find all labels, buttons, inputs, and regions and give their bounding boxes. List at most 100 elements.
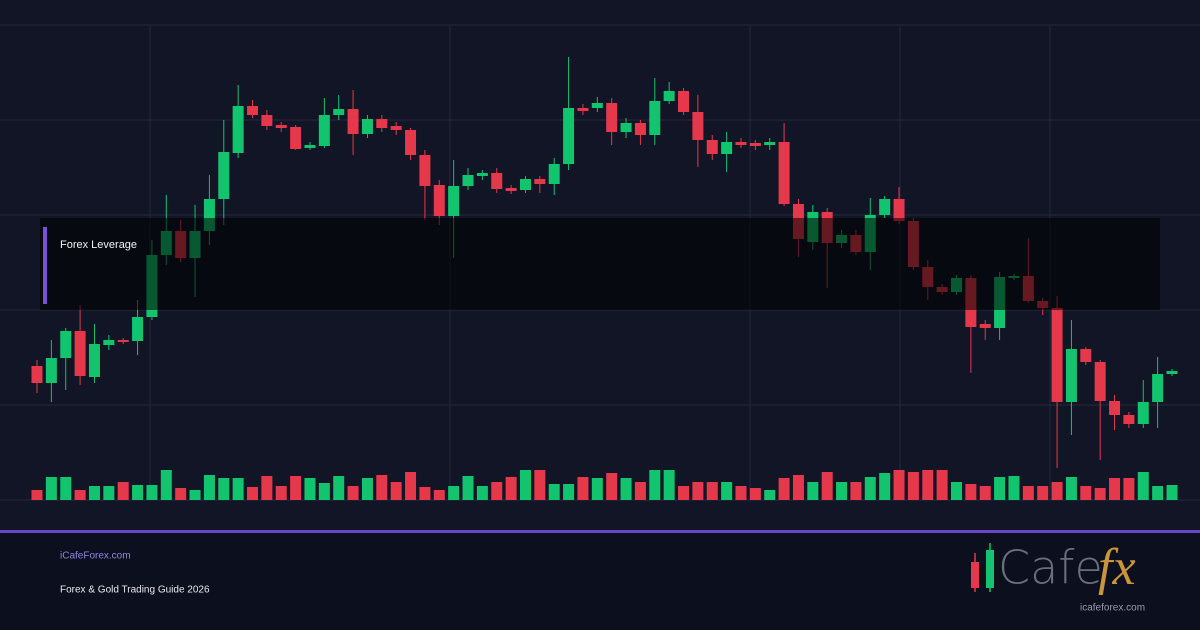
candle-body: [591, 103, 603, 108]
candle-body: [620, 123, 632, 132]
candle-body: [232, 106, 244, 153]
candle-body: [333, 109, 345, 115]
volume-bar: [649, 470, 661, 500]
volume-bar: [1109, 478, 1121, 500]
candle-body: [893, 199, 905, 221]
volume-bar: [405, 472, 417, 500]
volume-bar: [1166, 485, 1178, 500]
volume-bar: [361, 478, 373, 500]
volume-bar: [792, 475, 804, 500]
volume-bar: [879, 473, 891, 500]
volume-bar: [1008, 476, 1020, 500]
candle-body: [405, 130, 417, 155]
candle-body: [577, 108, 589, 111]
volume-bar: [836, 482, 848, 500]
volume-bar: [203, 475, 215, 500]
candle-body: [261, 115, 273, 126]
candle-body: [376, 119, 388, 128]
volume-bar: [491, 482, 503, 500]
volume-bar: [232, 478, 244, 500]
candle-body: [390, 126, 402, 130]
volume-bar: [577, 477, 589, 500]
volume-bar: [864, 477, 876, 500]
volume-bar: [304, 478, 316, 500]
volume-bar: [807, 482, 819, 500]
volume-bar: [347, 486, 359, 500]
volume-bar: [907, 472, 919, 500]
logo-url: icafeforex.com: [1080, 603, 1145, 614]
candle-body: [419, 155, 431, 186]
candle-body: [979, 324, 991, 328]
volume-bar: [74, 490, 86, 500]
annotation-accent: [43, 227, 47, 304]
candle-body: [663, 91, 675, 101]
volume-bar: [448, 486, 460, 500]
candle-body: [1094, 362, 1106, 401]
candle-body: [1109, 401, 1121, 415]
logo-icon: [986, 550, 994, 588]
candle-body: [45, 358, 57, 383]
annotation: Forex Leverage: [60, 239, 137, 251]
candle-body: [1166, 371, 1178, 374]
candle-body: [879, 199, 891, 215]
logo-text: Cafe: [998, 541, 1103, 595]
volume-bar: [1051, 482, 1063, 500]
volume-bar: [534, 470, 546, 500]
volume-bar: [936, 470, 948, 500]
candle-body: [31, 366, 43, 383]
candle-body: [74, 331, 86, 376]
candle-body: [735, 142, 747, 145]
candle-body: [218, 152, 230, 199]
volume-bar: [261, 476, 273, 500]
volume-bar: [735, 486, 747, 500]
volume-bar: [1022, 486, 1034, 500]
volume-bar: [979, 486, 991, 500]
volume-bar: [218, 478, 230, 500]
candle-body: [304, 145, 316, 148]
volume-bar: [290, 476, 302, 500]
volume-bar: [634, 482, 646, 500]
volume-bar: [749, 488, 761, 500]
candle-body: [634, 123, 646, 135]
volume-bar: [922, 470, 934, 500]
candle-body: [132, 317, 144, 341]
candle-body: [290, 127, 302, 149]
volume-bar: [764, 490, 776, 500]
candle-body: [692, 112, 704, 140]
candle-body: [203, 199, 215, 231]
volume-bar: [893, 470, 905, 500]
candle-body: [519, 179, 531, 190]
volume-bar: [117, 482, 129, 500]
volume-bar: [160, 470, 172, 500]
candle-body: [764, 142, 776, 145]
candle-body: [347, 109, 359, 134]
volume-bar: [721, 482, 733, 500]
volume-bar: [620, 478, 632, 500]
volume-bar: [132, 485, 144, 500]
volume-bar: [606, 473, 618, 500]
candle-body: [60, 331, 72, 358]
volume-bar: [505, 477, 517, 500]
annotation-band: [40, 218, 1160, 310]
volume-bar: [419, 487, 431, 500]
candle-body: [778, 142, 790, 204]
candle-body: [361, 119, 373, 134]
candle-body: [534, 179, 546, 184]
candle-body: [563, 108, 575, 164]
volume-bar: [376, 475, 388, 500]
candle-body: [606, 103, 618, 132]
candle-body: [678, 91, 690, 112]
volume-bar: [706, 482, 718, 500]
volume-bar: [1137, 472, 1149, 500]
volume-bar: [1123, 478, 1135, 500]
subtitle: Forex & Gold Trading Guide 2026: [60, 585, 210, 596]
volume-bar: [390, 482, 402, 500]
footer-background: [0, 533, 1200, 630]
candle-body: [318, 115, 330, 146]
divider: [0, 530, 1200, 533]
volume-bar: [678, 486, 690, 500]
candle-body: [1051, 308, 1063, 402]
logo-fx: fx: [1098, 539, 1136, 596]
volume-bar: [175, 488, 187, 500]
